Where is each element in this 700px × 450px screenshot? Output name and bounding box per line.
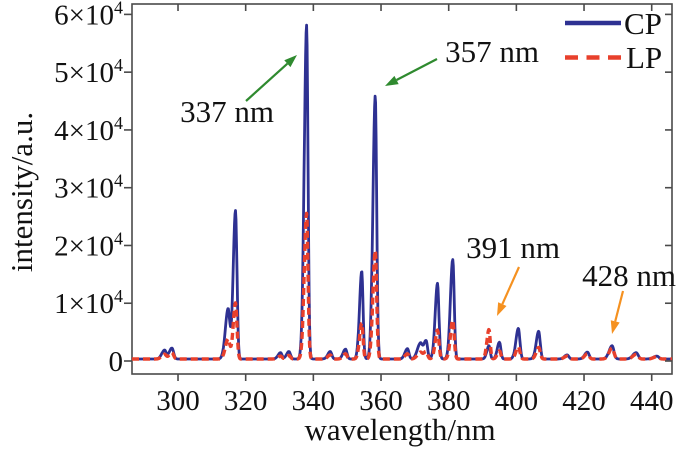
y-tick-exponent: 4 [114,171,123,191]
annotation-arrow-head [497,302,507,316]
annotation-label: 337 nm [180,94,274,129]
y-tick-base: 3×10 [54,173,114,205]
legend-lp-label: LP [626,40,662,75]
spectra-curves [132,23,672,361]
plot-frame [131,3,673,375]
annotation-label: 391 nm [466,230,560,265]
y-tick-exponent: 4 [114,286,123,306]
legend-cp-label: CP [624,6,662,41]
annotation-arrow-line [614,290,625,322]
annotation-label: 428 nm [582,258,676,293]
y-tick-label: 1×104 [54,286,123,320]
annotation-arrow-head [385,75,399,86]
annotation-arrow-line [245,62,289,102]
annotation-label: 357 nm [445,34,539,69]
annotation-arrow-head [284,55,297,68]
y-tick-base: 5×10 [54,57,114,89]
annotation-arrow-line [396,58,438,81]
peak-annotations: 337 nm 357 nm 391 nm 428 nm [180,34,676,334]
y-tick-exponent: 4 [114,0,123,17]
y-tick-exponent: 4 [114,55,123,75]
y-tick-label: 0 [109,346,124,378]
axis-tick-labels: 300 320 340 360 380 400 420 44001×1042×1043×104… [54,0,673,417]
y-tick-base: 4×10 [54,115,114,147]
y-tick-label: 4×104 [54,113,123,147]
x-tick-label: 320 [224,385,268,417]
y-tick-label: 2×104 [54,228,123,262]
x-tick-label: 340 [292,385,336,417]
lp-curve [132,211,672,361]
cp-curve [132,23,672,361]
y-tick-exponent: 4 [114,113,123,133]
y-tick-label: 5×104 [54,55,123,89]
x-tick-label: 440 [630,385,674,417]
x-tick-label: 420 [562,385,606,417]
x-tick-label: 400 [495,385,539,417]
axis-ticks [124,4,672,381]
x-tick-label: 360 [359,385,403,417]
y-axis-label: intensity/a.u. [4,112,39,272]
x-axis-label: wavelength/nm [304,412,495,447]
y-tick-base: 2×10 [54,230,114,262]
y-tick-base: 6×10 [54,0,114,31]
x-tick-label: 300 [156,385,200,417]
x-tick-label: 380 [427,385,471,417]
y-tick-exponent: 4 [114,228,123,248]
legend: CP LP [565,6,662,75]
y-tick-base: 1×10 [54,288,114,320]
y-tick-base: 0 [109,346,124,378]
y-tick-label: 3×104 [54,171,123,205]
annotation-arrow-line [501,266,521,305]
annotation-arrow-head [610,320,620,334]
y-tick-label: 6×104 [54,0,123,31]
